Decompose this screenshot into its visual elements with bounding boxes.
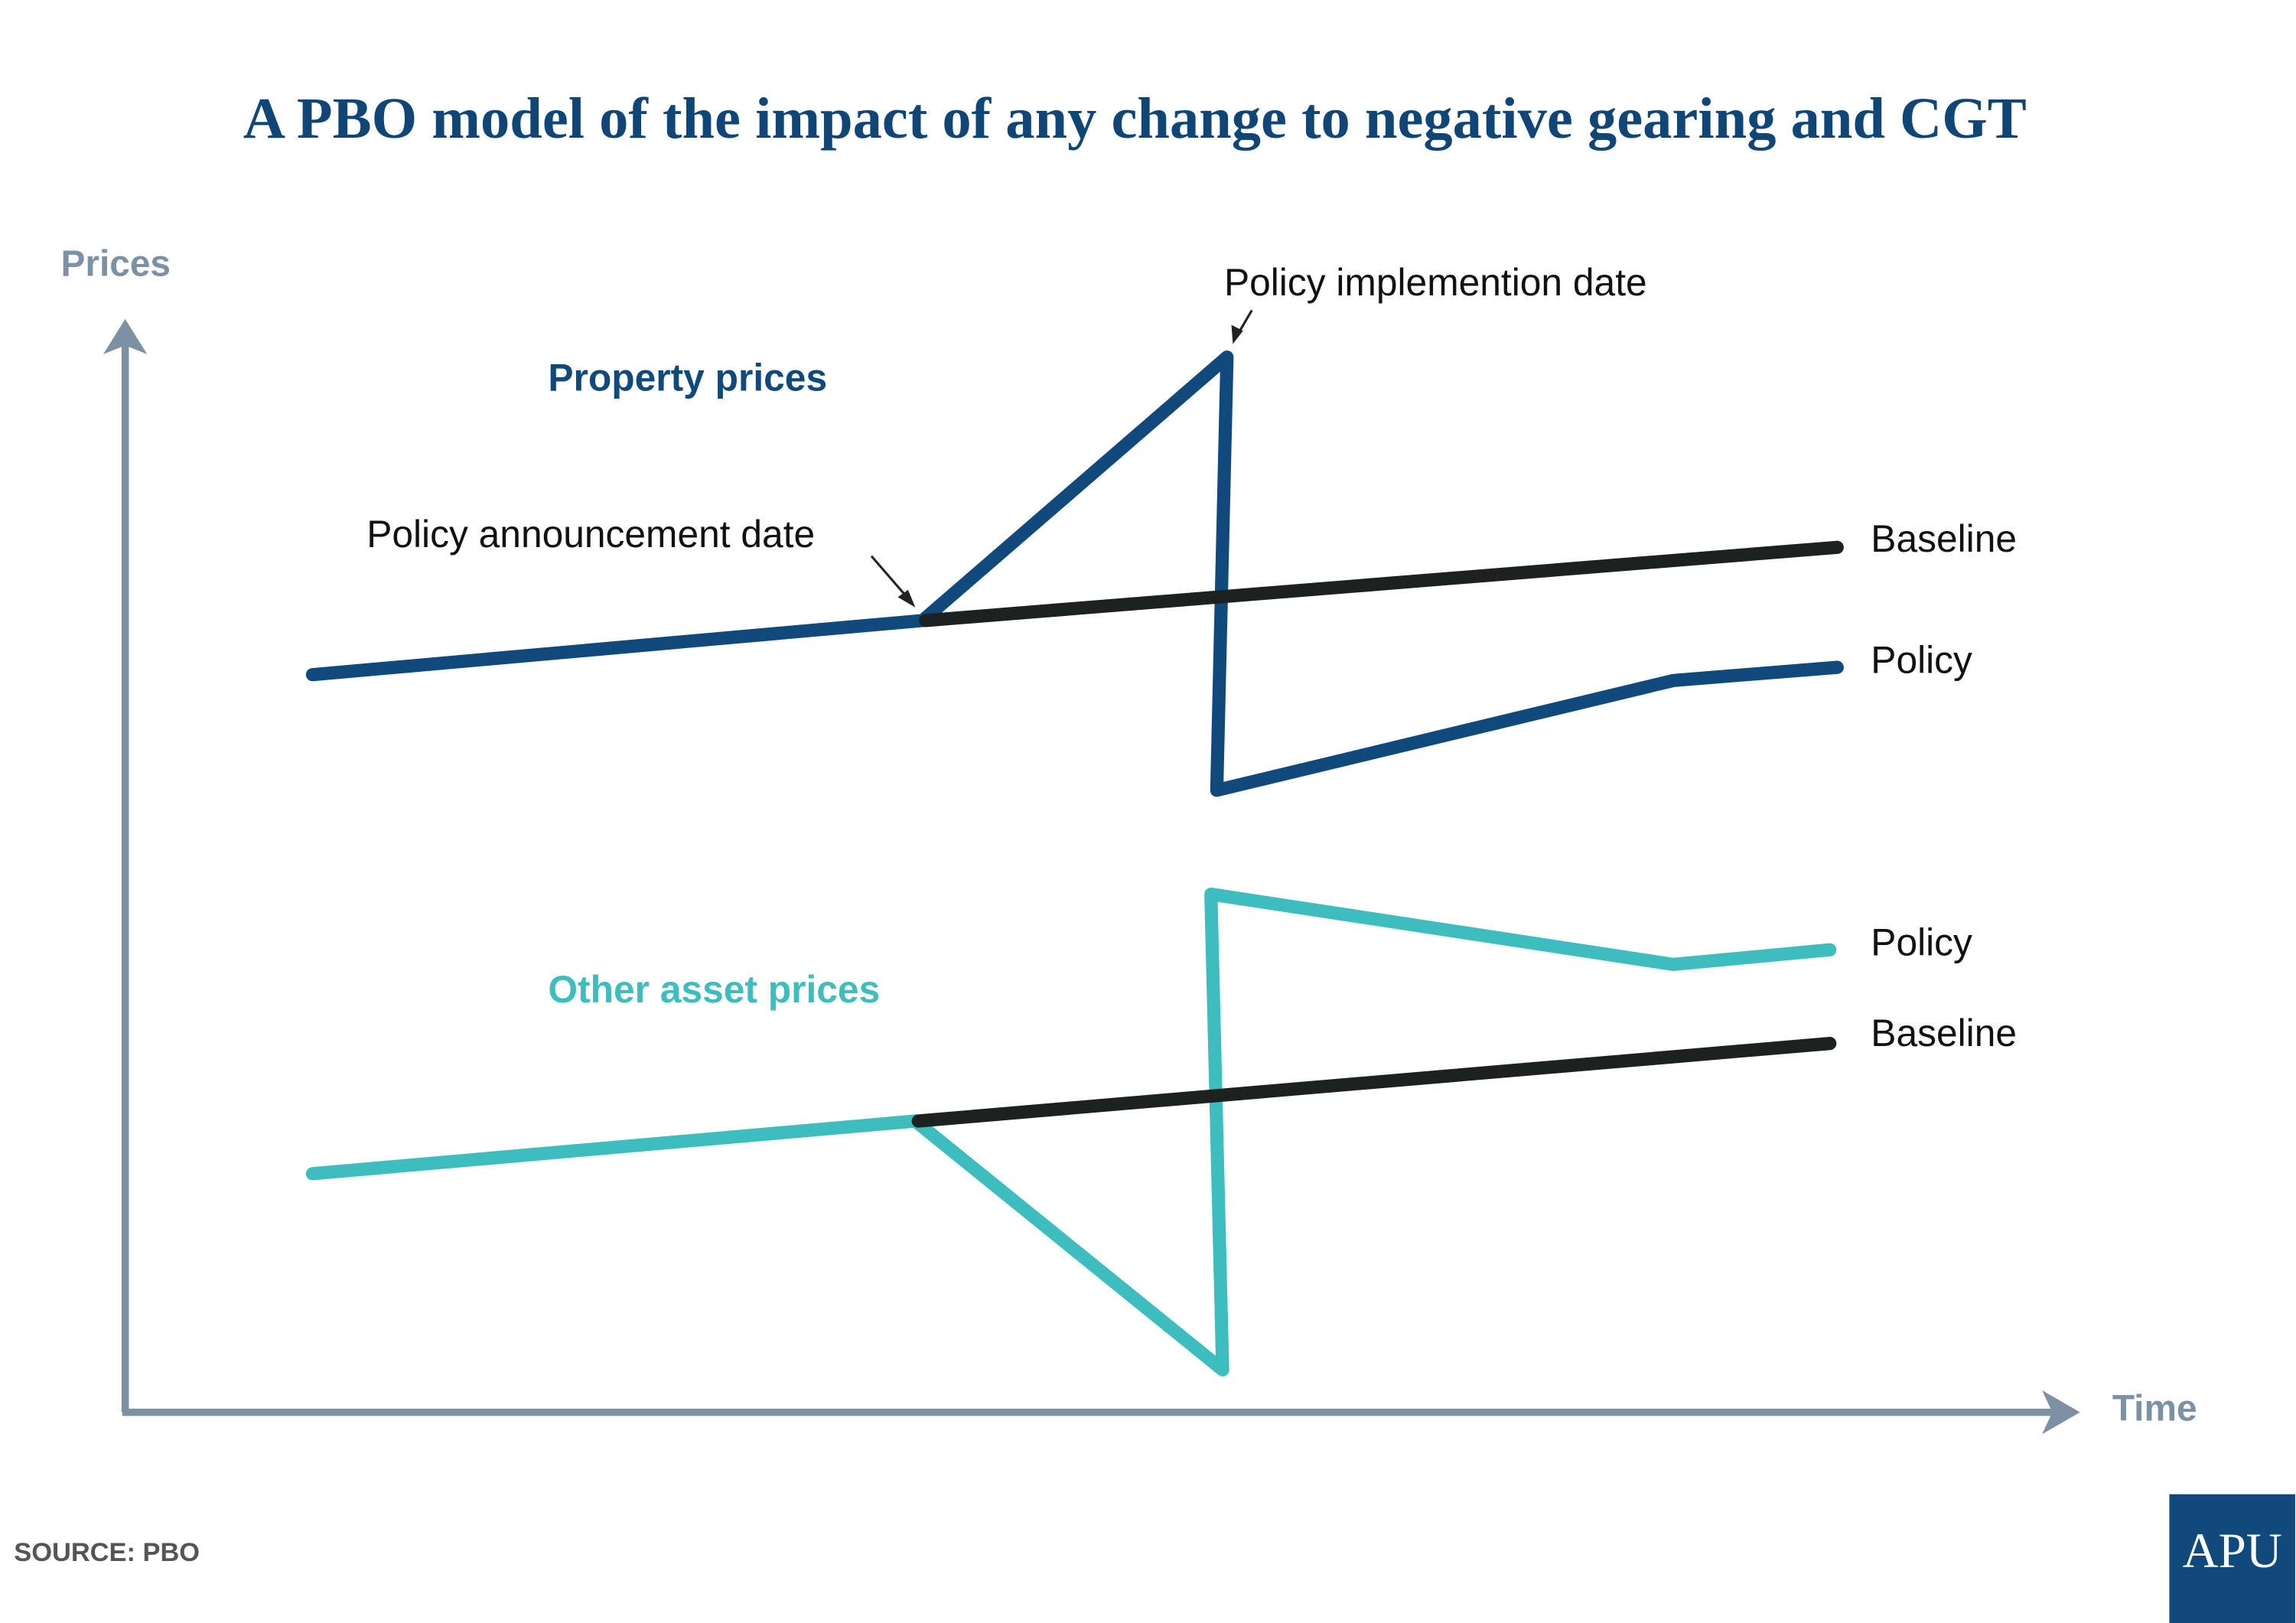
x-axis-arrow xyxy=(2042,1390,2080,1435)
title: A PBO model of the impact of any change … xyxy=(243,86,2027,151)
x-axis-label: Time xyxy=(2112,1388,2197,1429)
group-label: Property prices xyxy=(548,356,827,399)
other-policy-line xyxy=(305,887,1837,1377)
policy-label: Policy xyxy=(1871,639,1972,682)
y-axis-label: Prices xyxy=(60,244,171,285)
logo-box xyxy=(2169,1494,2295,1623)
source: SOURCE: PBO xyxy=(14,1538,200,1567)
annotation-arrow xyxy=(1231,309,1253,344)
annotation: Policy announcement date xyxy=(366,513,815,556)
logo: APU xyxy=(2183,1524,2282,1579)
other-baseline-line xyxy=(911,1037,1837,1128)
y-axis-arrow xyxy=(103,318,148,354)
baseline-label: Baseline xyxy=(1871,517,2017,560)
property-policy-line xyxy=(305,350,1844,797)
group-label: Other asset prices xyxy=(548,968,880,1011)
annotation-arrow xyxy=(870,555,916,608)
baseline-label: Baseline xyxy=(1871,1012,2017,1054)
policy-label: Policy xyxy=(1871,921,1972,964)
axes xyxy=(103,318,2080,1435)
annotation: Policy implemention date xyxy=(1224,261,1647,304)
property-baseline-line xyxy=(919,540,1844,627)
